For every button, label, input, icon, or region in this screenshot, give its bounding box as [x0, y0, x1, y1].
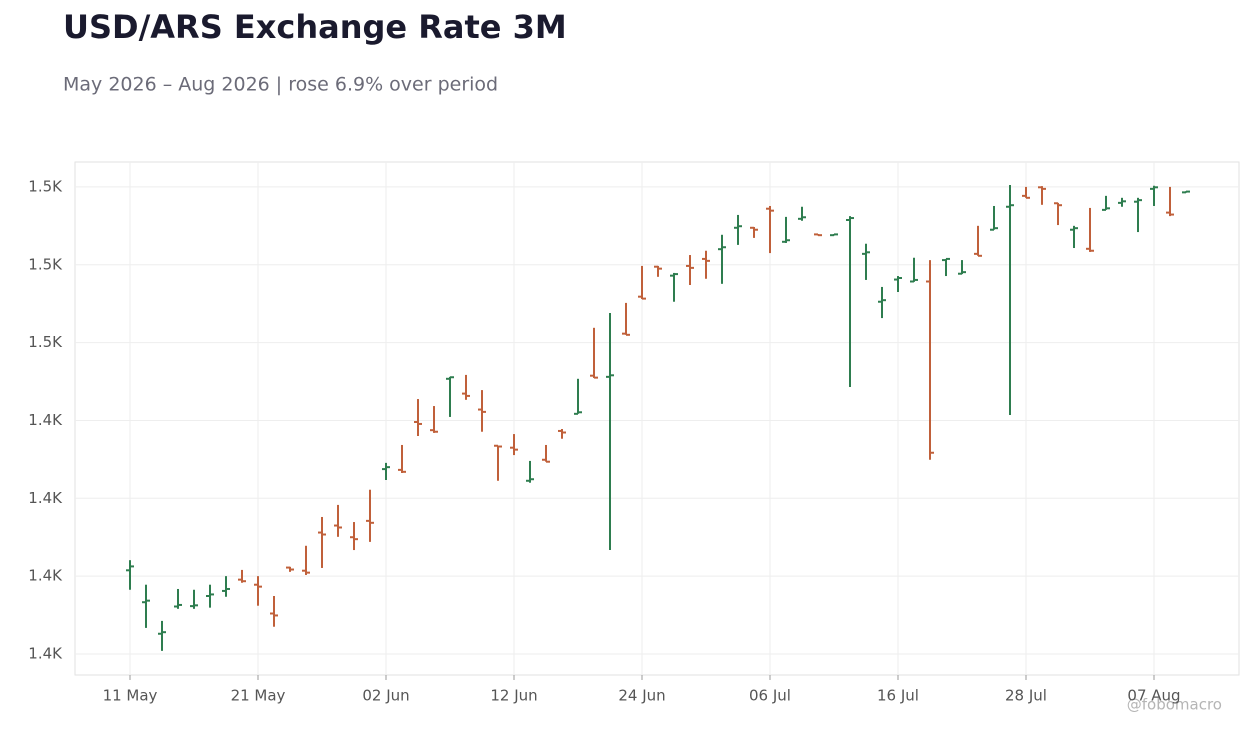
x-tick-label: 02 Jun — [362, 687, 409, 705]
y-tick-label: 1.5K — [28, 255, 63, 273]
x-tick-label: 28 Jul — [1005, 687, 1047, 705]
chart-subtitle: May 2026 – Aug 2026 | rose 6.9% over per… — [63, 74, 498, 96]
plot-frame — [74, 161, 1240, 676]
y-tick-label: 1.4K — [28, 644, 63, 662]
y-tick-label: 1.4K — [28, 567, 63, 585]
watermark: @fobomacro — [1127, 696, 1222, 714]
chart-title: USD/ARS Exchange Rate 3M — [63, 8, 567, 46]
y-tick-label: 1.5K — [28, 177, 63, 195]
x-tick-label: 16 Jul — [877, 687, 919, 705]
x-tick-label: 21 May — [231, 687, 286, 705]
x-tick-label: 07 Aug — [1127, 687, 1180, 705]
x-tick-label: 24 Jun — [618, 687, 665, 705]
y-tick-label: 1.4K — [28, 489, 63, 507]
y-tick-label: 1.5K — [28, 333, 63, 351]
x-tick-label: 06 Jul — [749, 687, 791, 705]
y-tick-label: 1.4K — [28, 411, 63, 429]
x-tick-label: 11 May — [103, 687, 158, 705]
x-tick-label: 12 Jun — [490, 687, 537, 705]
